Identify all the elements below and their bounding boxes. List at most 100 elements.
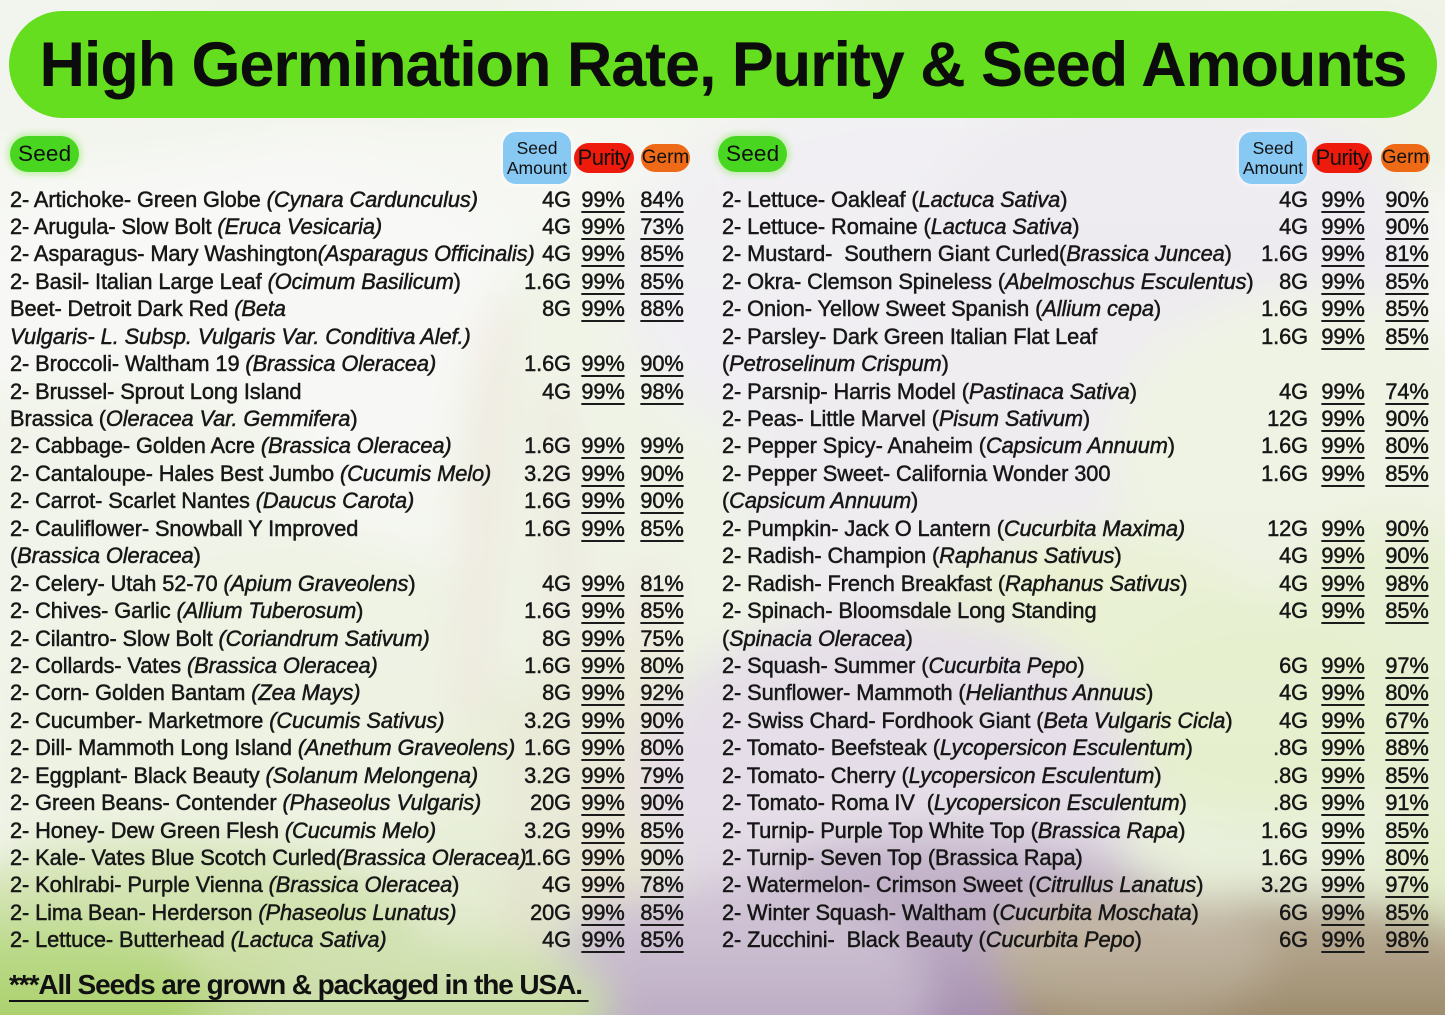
seed-name: 2- Corn- Golden Bantam (Zea Mays) [10, 680, 361, 706]
table-row: 2- Cucumber- Marketmore (Cucumis Sativus… [10, 707, 684, 734]
purity-cell: 99% [1316, 240, 1370, 268]
seed-amount-value: 1.6G [1261, 460, 1308, 486]
seed-amount-value: 4G [542, 378, 571, 404]
germ-cell: 85% [634, 240, 690, 268]
purity-cell: 99% [576, 762, 630, 790]
purity-cell: 99% [576, 295, 630, 323]
seed-amount-value: 8G [542, 625, 571, 651]
seed-amount-value: 1.6G [524, 351, 571, 377]
germ-cell: 81% [1379, 240, 1435, 268]
germ-cell: 80% [634, 734, 690, 762]
table-row: 2- Kale- Vates Blue Scotch Curled(Brassi… [10, 844, 684, 871]
table-row: 2- Chives- Garlic (Allium Tuberosum) 1.6G… [10, 597, 684, 624]
seed-amount-value: 1.6G [1261, 323, 1308, 349]
purity-value: 99% [581, 433, 625, 459]
germ-value: 88% [640, 296, 684, 322]
seed-name: 2- Radish- French Breakfast (Raphanus Sa… [722, 570, 1188, 596]
table-row: 2- Parsley- Dark Green Italian Flat Leaf… [718, 323, 1434, 350]
germ-cell: 79% [634, 762, 690, 790]
seed-amount-value: 4G [1279, 543, 1308, 569]
purity-cell: 99% [576, 268, 630, 296]
table-row: 2- Winter Squash- Waltham (Cucurbita Mos… [718, 899, 1434, 926]
table-row: 2- Sunflower- Mammoth (Helianthus Annuus… [718, 679, 1434, 706]
usa-footnote: ***All Seeds are grown & packaged in the… [9, 969, 589, 1000]
purity-cell: 99% [1316, 186, 1370, 214]
seed-amount-value: 3.2G [1261, 872, 1308, 898]
seed-name: 2- Turnip- Purple Top White Top (Brassic… [722, 817, 1186, 843]
seed-name: 2- Celery- Utah 52-70 (Apium Graveolens) [10, 570, 416, 596]
table-row: 2- Lettuce- Butterhead (Lactuca Sativa) 4… [10, 926, 684, 953]
seed-name: 2- Chives- Garlic (Allium Tuberosum) [10, 598, 364, 624]
seed-amount-column-header: Seed Amount [503, 132, 571, 184]
germ-value: 90% [1385, 213, 1429, 240]
germ-cell: 90% [634, 789, 690, 817]
table-row: 2- Lima Bean- Herderson (Phaseolus Lunat… [10, 899, 684, 926]
table-row: 2- Turnip- Seven Top (Brassica Rapa) 1.6G… [718, 844, 1434, 871]
table-row: 2- Pepper Sweet- California Wonder 300 1.… [718, 460, 1434, 487]
purity-value: 99% [581, 241, 625, 267]
germ-value: 90% [1385, 515, 1429, 542]
seed-rows-right: 2- Lettuce- Oakleaf (Lactuca Sativa) 4G 99… [718, 186, 1434, 954]
purity-value: 99% [581, 735, 625, 761]
seed-name: 2- Lettuce- Romaine (Lactuca Sativa) [722, 213, 1080, 240]
purity-value: 99% [1321, 790, 1365, 816]
table-row: 2- Artichoke- Green Globe (Cynara Cardun… [10, 186, 684, 214]
germ-value: 74% [1385, 378, 1429, 404]
table-row: 2- Kohlrabi- Purple Vienna (Brassica Ole… [10, 871, 684, 899]
germ-cell: 90% [1379, 405, 1435, 433]
purity-cell: 99% [576, 240, 630, 268]
germ-value: 85% [1385, 598, 1429, 624]
seed-name: 2- Arugula- Slow Bolt (Eruca Vesicaria) [10, 213, 383, 240]
germ-value: 99% [640, 433, 684, 459]
seed-name: 2- Lima Bean- Herderson (Phaseolus Lunat… [10, 899, 457, 926]
purity-value: 99% [581, 927, 625, 953]
germ-cell: 85% [1379, 899, 1435, 927]
seed-name: 2- Watermelon- Crimson Sweet (Citrullus … [722, 872, 1204, 898]
germ-cell: 74% [1379, 378, 1435, 406]
purity-cell: 99% [1316, 213, 1370, 241]
germ-cell: 90% [634, 844, 690, 872]
table-row: 2- Dill- Mammoth Long Island (Anethum Gr… [10, 734, 684, 761]
seed-amount-value: 3.2G [524, 817, 571, 843]
germ-column-header: Germ [1381, 144, 1430, 172]
purity-cell: 99% [1316, 295, 1370, 323]
seed-name: 2- Winter Squash- Waltham (Cucurbita Mos… [722, 899, 1199, 926]
seed-amount-value: 4G [542, 241, 571, 267]
seed-name: Beet- Detroit Dark Red (Beta [10, 296, 286, 322]
table-row: (Petroselinum Crispum) [718, 350, 1434, 377]
germ-value: 85% [640, 241, 684, 267]
seed-name: 2- Swiss Chard- Fordhook Giant (Beta Vul… [722, 707, 1233, 734]
table-row: 2- Eggplant- Black Beauty (Solanum Melon… [10, 762, 684, 790]
seed-name: 2- Broccoli- Waltham 19 (Brassica Olerac… [10, 351, 437, 377]
purity-value: 99% [1321, 927, 1365, 953]
purity-cell: 99% [576, 871, 630, 899]
seed-name: 2- Lettuce- Oakleaf (Lactuca Sativa) [722, 186, 1068, 212]
seed-name: 2- Cauliflower- Snowball Y Improved [10, 515, 359, 542]
germ-cell: 85% [634, 515, 690, 543]
purity-cell: 99% [1316, 570, 1370, 598]
seed-name: 2- Cucumber- Marketmore (Cucumis Sativus… [10, 707, 445, 734]
germ-value: 90% [640, 845, 684, 871]
germ-value: 98% [640, 378, 684, 404]
purity-cell: 99% [576, 186, 630, 214]
seed-amount-value: 1.6G [1261, 845, 1308, 870]
seed-name: 2- Radish- Champion (Raphanus Sativus) [722, 543, 1122, 569]
germ-cell: 97% [1379, 871, 1435, 899]
seed-amount-value: 6G [1279, 899, 1308, 925]
seed-rows-left: 2- Artichoke- Green Globe (Cynara Cardun… [10, 186, 684, 954]
table-row: 2- Pumpkin- Jack O Lantern (Cucurbita Ma… [718, 515, 1434, 542]
germ-cell: 75% [634, 625, 690, 653]
germ-cell: 67% [1379, 707, 1435, 735]
seed-name: 2- Green Beans- Contender (Phaseolus Vul… [10, 790, 482, 816]
seed-amount-header-line1: Seed [516, 138, 558, 158]
table-row: 2- Lettuce- Oakleaf (Lactuca Sativa) 4G 99… [718, 186, 1434, 213]
germ-cell: 88% [1379, 734, 1435, 762]
purity-value: 99% [581, 762, 625, 788]
seed-amount-value: 1.6G [1261, 433, 1308, 459]
seed-name: Brassica (Oleracea Var. Gemmifera) [10, 406, 358, 432]
purity-value: 99% [1321, 268, 1365, 295]
seed-amount-value: 1.6G [524, 845, 571, 870]
seed-table-right: Seed Seed Amount Purity Germ 2- Lettuce-… [718, 132, 1434, 966]
purity-cell: 99% [1316, 542, 1370, 570]
seed-amount-value: 4G [542, 872, 571, 898]
